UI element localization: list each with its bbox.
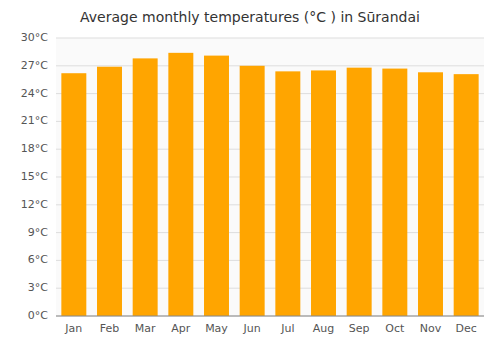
y-tick-label: 12°C <box>21 198 48 211</box>
title: Average monthly temperatures (°C ) in Sū… <box>80 9 420 25</box>
bars <box>61 53 478 316</box>
bar <box>97 67 122 316</box>
y-tick-label: 3°C <box>28 281 48 294</box>
y-tick-label: 9°C <box>28 226 48 239</box>
y-tick-label: 15°C <box>21 170 48 183</box>
y-tick-label: 6°C <box>28 253 48 266</box>
grid-line <box>56 316 484 317</box>
y-tick-label: 27°C <box>21 59 48 72</box>
grid-line <box>56 65 484 66</box>
y-tick-label: 21°C <box>21 114 48 127</box>
x-tick-label: Dec <box>456 322 477 335</box>
x-tick-label: Feb <box>100 322 119 335</box>
x-axis-line <box>56 316 484 317</box>
x-tick-label: Mar <box>135 322 156 335</box>
y-tick-label: 18°C <box>21 142 48 155</box>
y-tick-label: 0°C <box>28 309 48 322</box>
x-tick-label: Jul <box>280 322 294 335</box>
chart: 0°C 3°C 6°C 9°C 12°C 15°C 18°C 21°C 24°C 27°C 30°C… <box>0 0 500 350</box>
x-axis: Jan Feb Mar Apr May Jun Jul Aug Sep Oct Nov Dec <box>64 322 476 335</box>
bar <box>204 56 229 316</box>
plot-area <box>56 38 484 316</box>
bar <box>311 70 336 316</box>
bar <box>347 68 372 316</box>
bar <box>133 58 158 316</box>
bar <box>61 73 86 316</box>
x-tick-label: Jun <box>243 322 261 335</box>
grid-line <box>56 38 484 39</box>
y-axis: 0°C 3°C 6°C 9°C 12°C 15°C 18°C 21°C 24°C 27°C 30°C <box>21 31 48 322</box>
x-tick-label: Nov <box>420 322 442 335</box>
grid <box>56 38 484 316</box>
y-tick-label: 30°C <box>21 31 48 44</box>
bar <box>168 53 193 316</box>
y-tick-label: 24°C <box>21 87 48 100</box>
x-tick-label: Aug <box>313 322 334 335</box>
bar <box>418 72 443 316</box>
bar <box>454 74 479 316</box>
x-tick-label: Jan <box>64 322 82 335</box>
x-tick-label: Sep <box>349 322 370 335</box>
x-tick-label: Apr <box>171 322 191 335</box>
bar <box>382 69 407 316</box>
bar <box>275 71 300 316</box>
x-tick-label: May <box>205 322 228 335</box>
x-tick-label: Oct <box>385 322 405 335</box>
bar <box>240 66 265 316</box>
